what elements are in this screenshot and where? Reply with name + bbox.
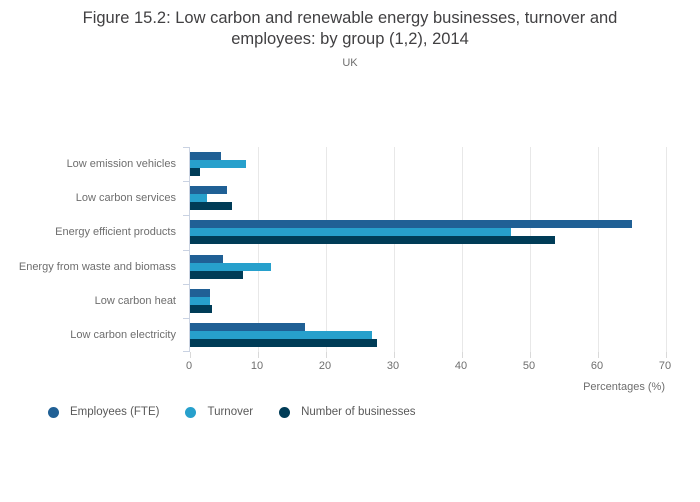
y-tick-mark — [183, 318, 190, 319]
gridline — [394, 147, 395, 352]
x-tick-label: 50 — [522, 360, 536, 372]
y-tick-mark — [183, 351, 190, 352]
bar-group — [190, 318, 666, 352]
category-label: Low emission vehicles — [66, 158, 176, 171]
bar — [190, 236, 556, 245]
y-tick-mark — [183, 215, 190, 216]
bar — [190, 296, 211, 305]
chart-title-line-1: Figure 15.2: Low carbon and renewable en… — [82, 9, 618, 27]
y-tick-mark — [183, 284, 190, 285]
bar-group — [190, 250, 666, 284]
bar — [190, 304, 212, 313]
x-tick-label: 30 — [386, 360, 400, 372]
bar — [190, 254, 224, 263]
gridline — [462, 147, 463, 352]
bar — [190, 288, 210, 297]
x-tick-label: 60 — [590, 360, 604, 372]
category-label: Energy from waste and biomass — [18, 260, 176, 273]
gridline — [530, 147, 531, 352]
bar-group — [190, 181, 666, 215]
x-tick-mark — [258, 352, 259, 358]
bar — [190, 152, 221, 161]
bar — [190, 186, 227, 195]
x-tick-label: 20 — [318, 360, 332, 372]
bar — [190, 194, 207, 203]
gridline — [666, 147, 667, 352]
bar — [190, 262, 271, 271]
x-tick-label: 70 — [658, 360, 672, 372]
bar — [190, 330, 373, 339]
x-tick-mark — [462, 352, 463, 358]
legend-label-employees: Employees (FTE) — [70, 406, 160, 418]
bar — [190, 202, 233, 211]
gridline — [326, 147, 327, 352]
x-tick-label: 0 — [185, 360, 193, 372]
employees-series-dot-icon — [48, 406, 59, 418]
chart-title-line-2: employees: by group (1,2), 2014 — [231, 30, 469, 48]
category-label: Low carbon electricity — [70, 328, 176, 341]
gridline — [598, 147, 599, 352]
bar — [190, 168, 201, 177]
legend-item-businesses[interactable]: Number of businesses — [279, 406, 415, 418]
chart-subtitle: UK — [342, 57, 358, 69]
bar — [190, 322, 305, 331]
legend-item-turnover[interactable]: Turnover — [185, 406, 253, 418]
bar — [190, 160, 246, 169]
gridline — [258, 147, 259, 352]
legend: Employees (FTE) Turnover Number of busin… — [48, 406, 415, 418]
x-tick-label: 40 — [454, 360, 468, 372]
x-tick-mark — [190, 352, 191, 358]
legend-label-businesses: Number of businesses — [301, 406, 416, 418]
category-label: Low carbon services — [75, 192, 176, 205]
bar — [190, 228, 511, 237]
x-tick-label: 10 — [250, 360, 264, 372]
y-axis-category-labels: Low emission vehicles Low carbon services… — [0, 147, 176, 352]
legend-item-employees[interactable]: Employees (FTE) — [48, 406, 159, 418]
plot-area — [183, 147, 667, 358]
y-tick-mark — [183, 181, 190, 182]
x-tick-mark — [326, 352, 327, 358]
bar — [190, 338, 377, 347]
y-tick-mark — [183, 147, 190, 148]
y-tick-mark — [183, 250, 190, 251]
legend-label-turnover: Turnover — [207, 406, 254, 418]
bar-group — [190, 215, 666, 249]
x-tick-mark — [530, 352, 531, 358]
bar — [190, 270, 244, 279]
bar — [190, 220, 632, 229]
x-axis-title: Percentages (%) — [583, 381, 665, 393]
x-axis-tick-labels: 0 10 20 30 40 50 60 70 — [185, 360, 671, 374]
bar-group — [190, 284, 666, 318]
chart-title: Figure 15.2: Low carbon and renewable en… — [0, 8, 700, 50]
turnover-series-dot-icon — [185, 406, 197, 418]
bar-group — [190, 147, 666, 181]
category-label: Low carbon heat — [94, 294, 176, 307]
x-tick-mark — [598, 352, 599, 358]
x-tick-mark — [666, 352, 667, 358]
category-label: Energy efficient products — [55, 226, 176, 239]
x-tick-mark — [394, 352, 395, 358]
businesses-series-dot-icon — [279, 406, 291, 418]
